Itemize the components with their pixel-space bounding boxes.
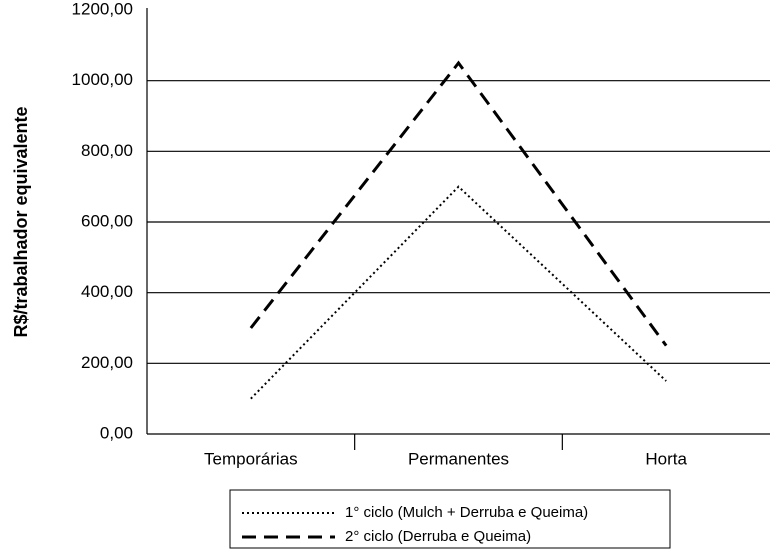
- y-axis-label: R$/trabalhador equivalente: [11, 106, 31, 337]
- legend-label: 1° ciclo (Mulch + Derruba e Queima): [345, 504, 588, 521]
- y-tick-label: 200,00: [81, 353, 133, 372]
- series-line: [249, 60, 668, 347]
- x-tick-label: Temporárias: [204, 449, 298, 468]
- legend-label: 2° ciclo (Derruba e Queima): [345, 528, 531, 545]
- y-tick-label: 400,00: [81, 282, 133, 301]
- y-tick-label: 600,00: [81, 211, 133, 230]
- series-line: [250, 185, 667, 400]
- y-tick-label: 1200,00: [72, 0, 133, 18]
- x-tick-label: Horta: [645, 449, 687, 468]
- y-tick-label: 800,00: [81, 141, 133, 160]
- x-tick-label: Permanentes: [408, 449, 509, 468]
- y-tick-label: 0,00: [100, 423, 133, 442]
- y-tick-label: 1000,00: [72, 70, 133, 89]
- legend-box: [229, 489, 671, 549]
